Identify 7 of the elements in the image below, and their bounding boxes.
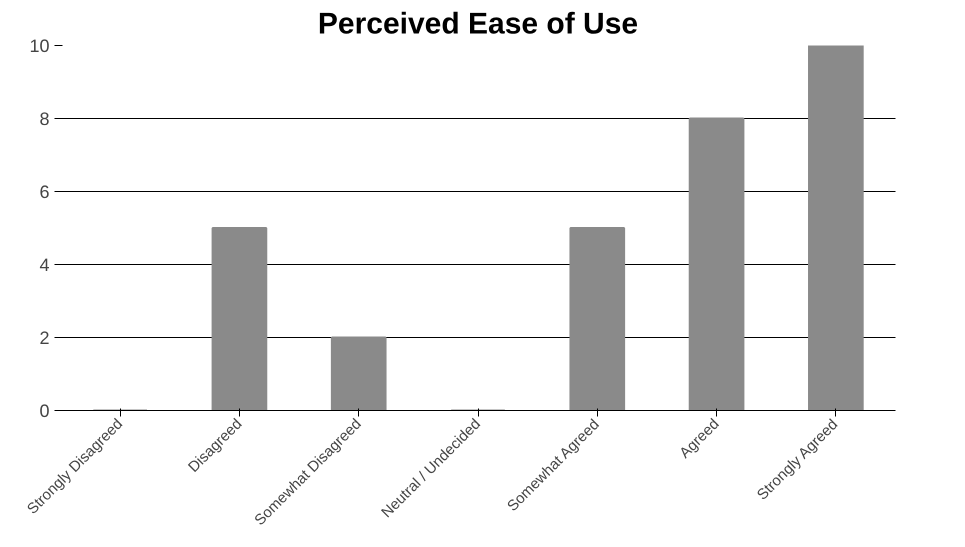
y-tick-label: 0 — [39, 401, 50, 421]
y-tick-label: 6 — [39, 182, 50, 202]
y-tick-label: 2 — [39, 328, 50, 348]
y-tick-label: 10 — [29, 36, 50, 56]
chart-title: Perceived Ease of Use — [318, 8, 638, 40]
y-tick-label: 8 — [39, 109, 50, 129]
y-tick-label: 4 — [39, 255, 50, 275]
